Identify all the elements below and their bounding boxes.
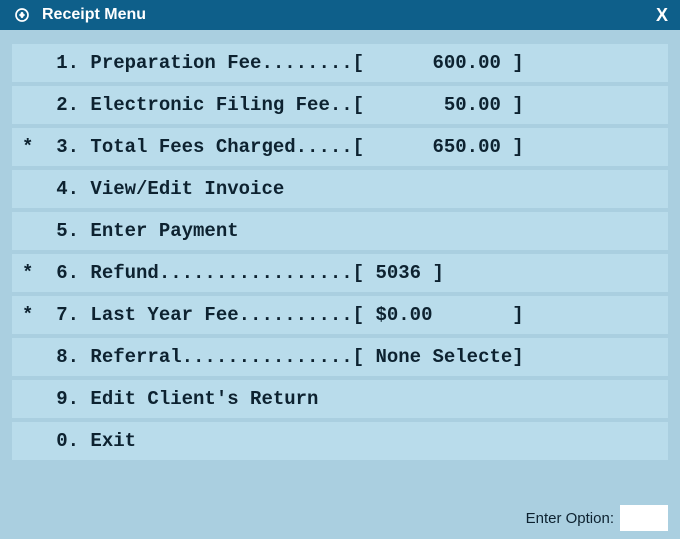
menu-item-1[interactable]: 1. Preparation Fee........[ 600.00 ] [12, 44, 668, 82]
menu-item-3[interactable]: * 3. Total Fees Charged.....[ 650.00 ] [12, 128, 668, 166]
close-button[interactable]: X [648, 5, 668, 26]
menu-item-0[interactable]: 0. Exit [12, 422, 668, 460]
footer: Enter Option: [526, 505, 668, 531]
receipt-menu-window: Receipt Menu X 1. Preparation Fee.......… [0, 0, 680, 539]
menu-item-8[interactable]: 8. Referral...............[ None Selecte… [12, 338, 668, 376]
menu-body: 1. Preparation Fee........[ 600.00 ] 2. … [0, 30, 680, 460]
menu-item-5[interactable]: 5. Enter Payment [12, 212, 668, 250]
menu-item-4[interactable]: 4. View/Edit Invoice [12, 170, 668, 208]
menu-item-6[interactable]: * 6. Refund.................[ 5036 ] [12, 254, 668, 292]
menu-item-2[interactable]: 2. Electronic Filing Fee..[ 50.00 ] [12, 86, 668, 124]
window-title: Receipt Menu [42, 6, 648, 24]
menu-list: 1. Preparation Fee........[ 600.00 ] 2. … [12, 44, 668, 460]
enter-option-label: Enter Option: [526, 510, 614, 527]
enter-option-input[interactable] [620, 505, 668, 531]
titlebar: Receipt Menu X [0, 0, 680, 30]
app-icon [12, 5, 32, 25]
menu-item-7[interactable]: * 7. Last Year Fee..........[ $0.00 ] [12, 296, 668, 334]
menu-item-9[interactable]: 9. Edit Client's Return [12, 380, 668, 418]
